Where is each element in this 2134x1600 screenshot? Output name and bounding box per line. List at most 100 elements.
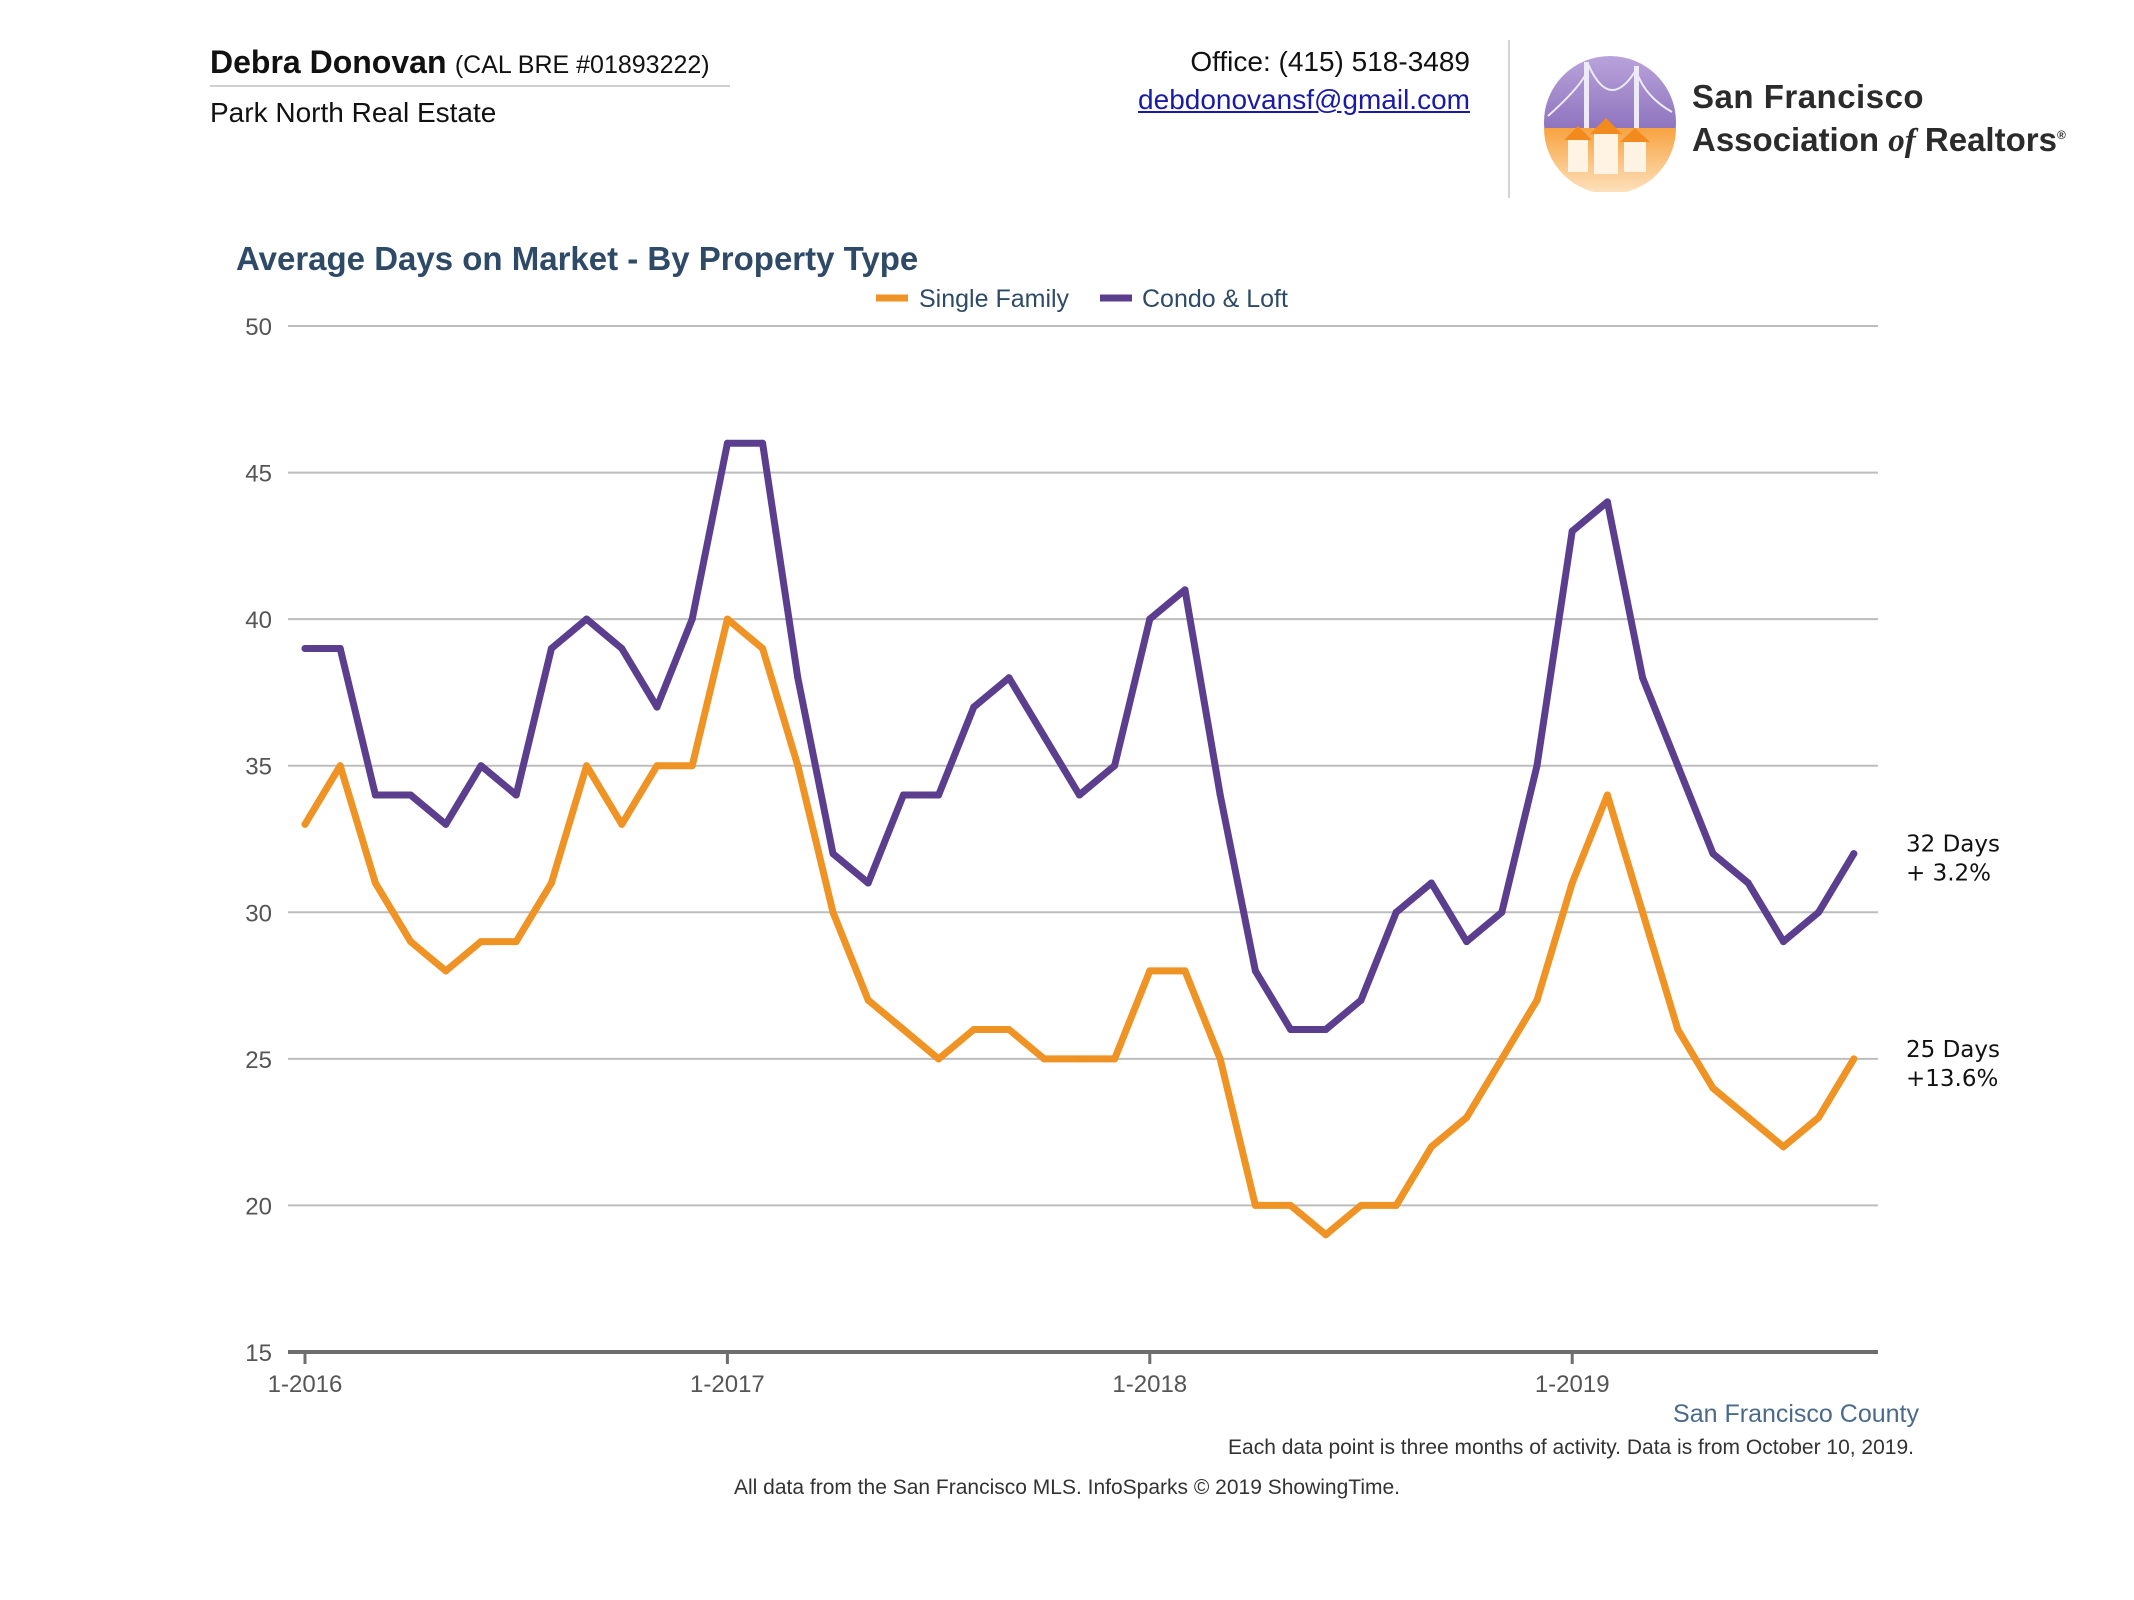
y-tick-label: 25 <box>245 1047 272 1074</box>
data-point <box>336 644 344 652</box>
data-point <box>653 703 661 711</box>
data-point <box>1498 1055 1506 1063</box>
data-point <box>1216 791 1224 799</box>
data-point <box>1040 1055 1048 1063</box>
data-point <box>477 762 485 770</box>
data-point <box>1111 762 1119 770</box>
y-tick-label: 15 <box>245 1340 272 1367</box>
data-point <box>1779 938 1787 946</box>
data-point <box>864 996 872 1004</box>
data-point <box>1322 1026 1330 1034</box>
data-point <box>1251 967 1259 975</box>
end-label-change: +13.6% <box>1906 1066 1998 1092</box>
data-point <box>512 791 520 799</box>
y-tick-label: 45 <box>245 461 272 488</box>
data-point <box>301 820 309 828</box>
data-point <box>794 674 802 682</box>
data-point <box>442 967 450 975</box>
data-point <box>935 1055 943 1063</box>
x-tick-label: 1-2016 <box>268 1371 343 1398</box>
data-point <box>1815 1113 1823 1121</box>
data-point <box>371 879 379 887</box>
data-point <box>1709 1084 1717 1092</box>
data-point <box>1744 1113 1752 1121</box>
data-point <box>899 1026 907 1034</box>
y-tick-label: 35 <box>245 754 272 781</box>
agent-license: (CAL BRE #01893222) <box>454 51 710 79</box>
association-logo-text: San Francisco Association of Realtors® <box>1692 78 2066 160</box>
data-point <box>442 820 450 828</box>
series-lines <box>301 439 1858 1239</box>
data-point <box>1357 1201 1365 1209</box>
association-logo-icon <box>1544 56 1676 192</box>
data-point <box>477 938 485 946</box>
end-labels: 25 Days +13.6% 32 Days + 3.2% <box>1906 832 2000 1092</box>
data-point <box>1850 850 1858 858</box>
data-point <box>688 762 696 770</box>
data-point <box>547 879 555 887</box>
data-point <box>935 791 943 799</box>
data-point <box>1603 498 1611 506</box>
x-tick-label: 1-2019 <box>1535 1371 1610 1398</box>
legend-label-single-family: Single Family <box>919 285 1070 313</box>
x-tick-label: 1-2018 <box>1112 1371 1187 1398</box>
chart-title: Average Days on Market - By Property Typ… <box>236 240 918 277</box>
logo-association: Association <box>1692 121 1889 158</box>
data-point <box>1392 1201 1400 1209</box>
end-label-days: 32 Days <box>1906 832 2000 858</box>
data-point <box>1498 908 1506 916</box>
data-point <box>1005 1026 1013 1034</box>
data-point <box>583 762 591 770</box>
data-point <box>1533 762 1541 770</box>
email-link[interactable]: debdonovansf@gmail.com <box>1138 84 1470 115</box>
data-point <box>1287 1026 1295 1034</box>
data-point <box>1533 996 1541 1004</box>
y-tick-label: 30 <box>245 900 272 927</box>
data-point <box>970 703 978 711</box>
data-point <box>1287 1201 1295 1209</box>
legend-label-condo-loft: Condo & Loft <box>1142 285 1288 313</box>
data-point <box>723 615 731 623</box>
data-point <box>1568 527 1576 535</box>
data-point <box>1779 1143 1787 1151</box>
chart-legend: Single Family Condo & Loft <box>876 285 1288 313</box>
data-point <box>371 791 379 799</box>
data-point <box>1146 615 1154 623</box>
data-point <box>1392 908 1400 916</box>
data-point <box>864 879 872 887</box>
data-point <box>301 644 309 652</box>
axes: 15 20 25 30 35 40 45 50 1-2016 1-2017 1-2018 1-2019 <box>245 314 1878 1398</box>
agent-name: Debra Donovan <box>210 44 447 80</box>
x-tick-label: 1-2017 <box>690 1371 765 1398</box>
data-point <box>1639 908 1647 916</box>
y-tick-label: 50 <box>245 314 272 341</box>
region-label: San Francisco County <box>1673 1400 1919 1428</box>
data-point <box>512 938 520 946</box>
data-point <box>1075 791 1083 799</box>
y-tick-label: 40 <box>245 607 272 634</box>
data-point <box>407 791 415 799</box>
data-point <box>1568 879 1576 887</box>
logo-of: of <box>1888 123 1916 159</box>
agent-info: Debra Donovan (CAL BRE #01893222) Park N… <box>210 44 730 129</box>
source-note: All data from the San Francisco MLS. Inf… <box>734 1476 1400 1499</box>
data-point <box>1146 967 1154 975</box>
agent-company: Park North Real Estate <box>210 97 497 128</box>
data-point <box>1251 1201 1259 1209</box>
data-point <box>1181 967 1189 975</box>
end-label-change: + 3.2% <box>1906 861 1991 887</box>
data-point <box>1744 879 1752 887</box>
header-divider <box>1508 40 1510 198</box>
data-point <box>1005 674 1013 682</box>
data-point <box>794 762 802 770</box>
data-point <box>1639 674 1647 682</box>
end-label-days: 25 Days <box>1906 1037 2000 1063</box>
data-point <box>759 439 767 447</box>
logo-line-2: Association of Realtors® <box>1692 116 2066 160</box>
gridlines <box>288 325 1878 1207</box>
logo-line-1: San Francisco <box>1692 78 1925 115</box>
data-point <box>1427 879 1435 887</box>
data-point <box>618 644 626 652</box>
logo-realtors: Realtors <box>1915 121 2057 158</box>
